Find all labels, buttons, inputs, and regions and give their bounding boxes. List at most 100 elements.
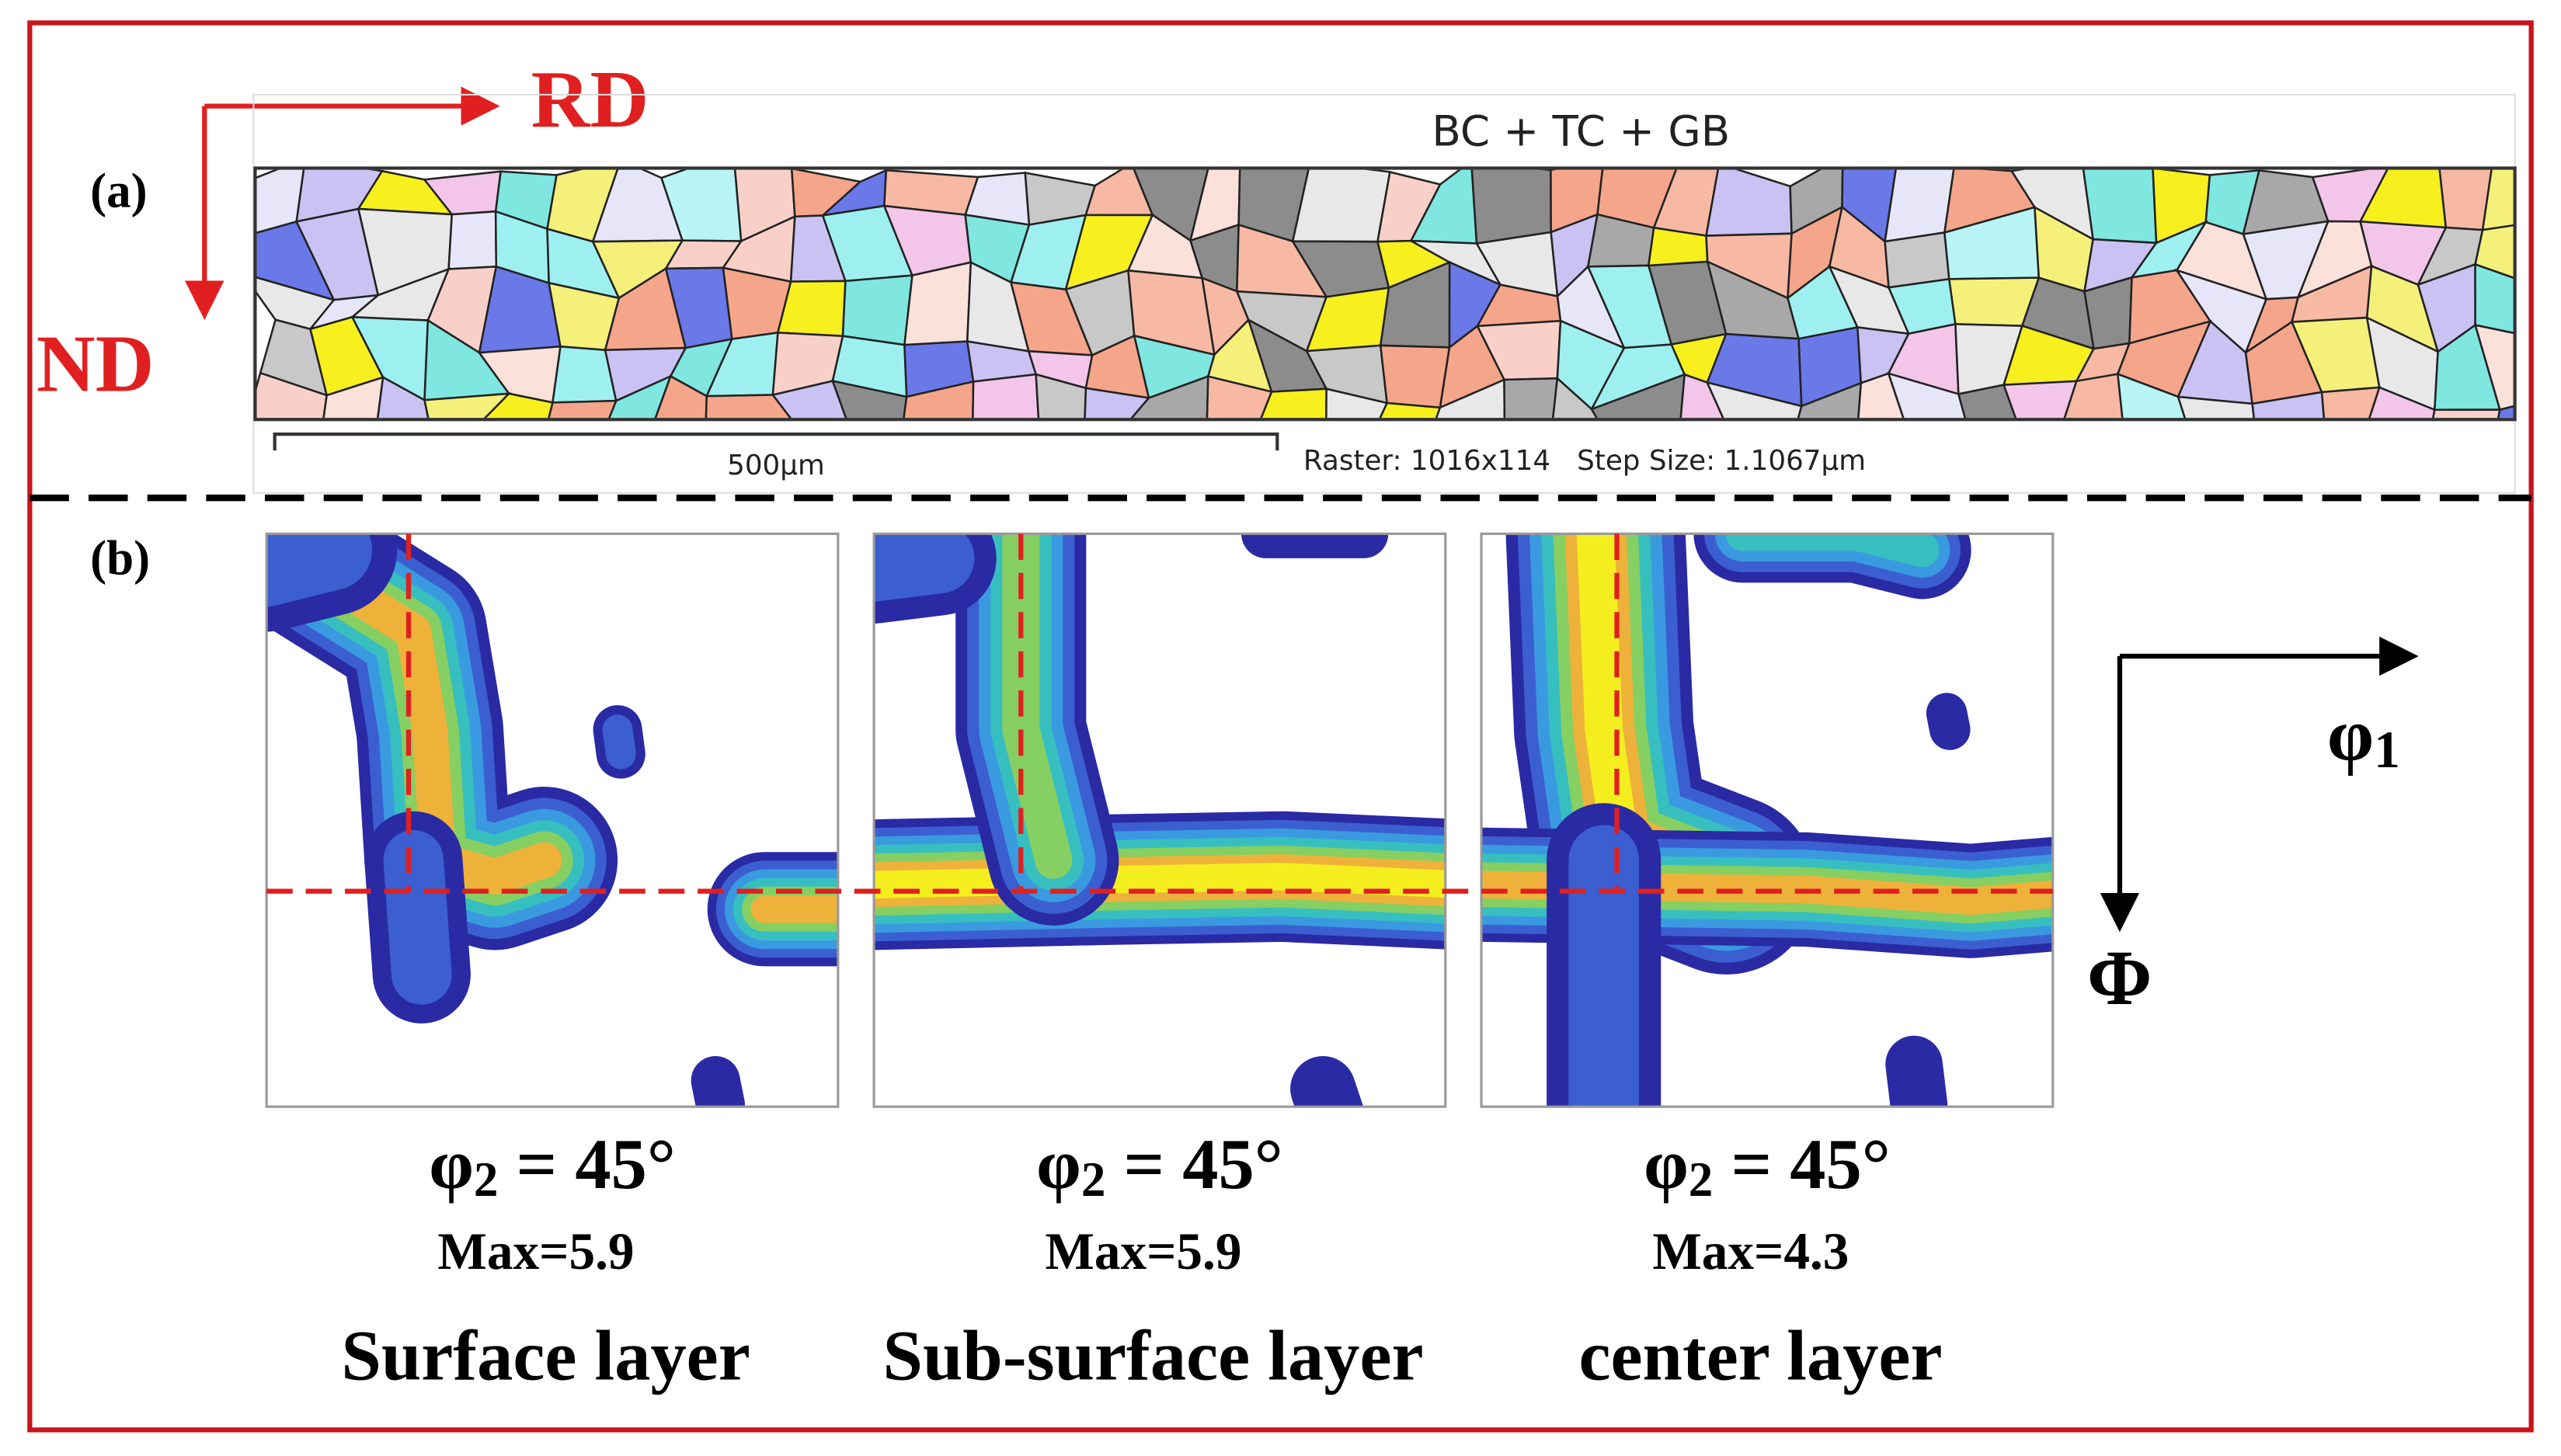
contour: [383, 829, 452, 1005]
contour: [1290, 1056, 1363, 1107]
grain: [447, 210, 498, 270]
grain: [377, 375, 430, 419]
grain: [483, 392, 555, 419]
map-border: [253, 166, 2517, 422]
grain: [1118, 435, 1206, 516]
grain-map: [255, 169, 2561, 521]
grain: [1325, 387, 1389, 419]
max-label: Max=5.9: [437, 1222, 634, 1281]
symbol: φ: [1036, 1125, 1081, 1204]
grain: [322, 376, 384, 419]
subscript: 2: [1689, 1153, 1714, 1208]
nd-label: ND: [37, 318, 155, 408]
odf-border: [872, 532, 1447, 1108]
grain: [1503, 377, 1559, 419]
contour: [266, 533, 372, 607]
grain: [705, 394, 792, 419]
contour: [1926, 693, 1971, 750]
grain: [1797, 381, 1863, 419]
grain: [2320, 386, 2382, 419]
grain: [1035, 373, 1087, 419]
grain: [1857, 434, 1916, 495]
Phi-label: Φ: [2087, 934, 2152, 1021]
grain: [838, 440, 897, 497]
grain: [1957, 384, 2017, 419]
grain: [2177, 395, 2255, 419]
subscript: 2: [1081, 1153, 1106, 1208]
grain: [2432, 408, 2501, 419]
grain: [1260, 387, 1327, 419]
grain: [897, 429, 973, 488]
grain: [1379, 344, 1451, 409]
grain: [654, 374, 708, 419]
grain: [608, 374, 673, 419]
rd-label: RD: [531, 54, 649, 144]
grain: [1590, 373, 1686, 419]
contour: [874, 863, 1446, 898]
symbol: φ: [429, 1125, 474, 1204]
grain: [548, 399, 618, 419]
grain: [1705, 169, 1793, 237]
frame: [27, 20, 2534, 1433]
grain: [2027, 437, 2066, 505]
grain: [1206, 375, 1273, 419]
grain: [1884, 169, 1955, 243]
odf-plot: [266, 533, 838, 1107]
grain: [1084, 387, 1151, 419]
grain: [2198, 460, 2259, 520]
symbol: φ: [1644, 1125, 1689, 1204]
grain: [2549, 379, 2561, 443]
angle-value: = 45°: [1713, 1125, 1890, 1204]
contour: [874, 533, 975, 602]
grain: [831, 379, 908, 419]
max-label: Max=4.3: [1652, 1222, 1849, 1281]
grain: [2538, 280, 2561, 344]
grain: [771, 380, 847, 419]
contour: [691, 1056, 746, 1107]
grain: [2082, 169, 2158, 245]
panel-label: (b): [90, 531, 150, 586]
layer-label: Sub-surface layer: [883, 1316, 1424, 1395]
grain: [1552, 376, 1598, 419]
grain: [1884, 446, 1975, 518]
grain: [2251, 391, 2326, 419]
grain: [1435, 378, 1506, 419]
grain: [1884, 231, 1950, 289]
symbol: φ: [2327, 693, 2374, 777]
panel-label: (a): [90, 164, 148, 218]
subscript: 1: [2374, 721, 2400, 780]
angle-label: φ2 = 45°: [1644, 1125, 1891, 1207]
odf-plot: [874, 533, 1446, 1107]
grain: [2538, 219, 2561, 287]
scale-bar: [273, 433, 1279, 451]
contour: [602, 714, 636, 770]
angle-label: φ2 = 45°: [1036, 1125, 1283, 1207]
phi1-label: φ1: [2327, 693, 2400, 780]
grain: [903, 261, 973, 346]
grain: [2473, 323, 2515, 412]
grain: [1679, 373, 1724, 419]
grain: [2497, 405, 2515, 419]
grain: [1291, 169, 1391, 243]
grain: [2549, 437, 2561, 521]
angle-value: = 45°: [498, 1125, 675, 1204]
grain: [423, 392, 512, 419]
grain: [1470, 169, 1552, 245]
grain: [972, 373, 1040, 419]
odf-plot: [1481, 533, 2053, 1107]
grain: [1973, 446, 2031, 518]
scale-label: 500μm: [727, 450, 825, 481]
subscript: 2: [474, 1153, 499, 1208]
acquisition-info: Raster: 1016x114 Step Size: 1.1067μm: [1303, 445, 1866, 477]
angle-label: φ2 = 45°: [429, 1125, 676, 1207]
grain: [2368, 386, 2436, 419]
grain: [2002, 380, 2079, 419]
grain: [1179, 457, 1245, 516]
grain: [374, 433, 450, 506]
grain: [841, 274, 913, 346]
grain: [1379, 401, 1442, 419]
grain: [903, 380, 975, 419]
odf-border: [1480, 532, 2055, 1108]
